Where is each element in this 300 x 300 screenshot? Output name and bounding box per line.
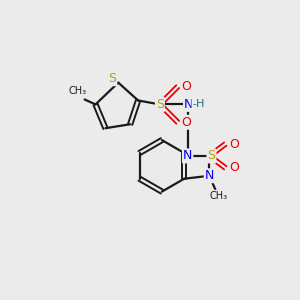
Text: S: S [207,149,215,162]
Text: O: O [229,138,239,151]
Text: -H: -H [192,99,205,110]
Text: O: O [182,80,192,93]
Text: N: N [183,149,192,162]
Text: CH₃: CH₃ [69,85,87,96]
Text: O: O [182,116,192,129]
Text: S: S [156,98,164,111]
Text: CH₃: CH₃ [209,190,227,201]
Text: N: N [205,169,214,182]
Text: N: N [184,98,193,111]
Text: O: O [229,161,239,174]
Text: S: S [108,72,116,85]
